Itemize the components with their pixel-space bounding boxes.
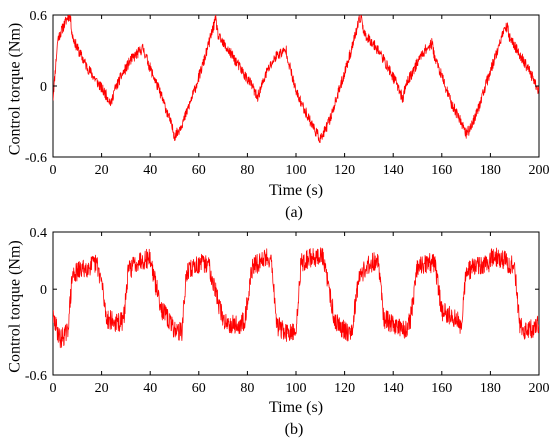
y-axis-label: Control torque (Nm) <box>7 240 24 372</box>
x-tick-label: 0 <box>50 381 57 396</box>
y-tick-label: 0 <box>40 283 47 298</box>
x-tick-label: 160 <box>431 163 452 178</box>
subplot-caption: (a) <box>285 204 303 221</box>
x-tick-label: 20 <box>95 163 109 178</box>
x-tick-label: 100 <box>286 163 307 178</box>
subplot-a: 0 20 40 60 80 100 120 140 160 180 200-0.600.6 Time… <box>7 9 550 221</box>
x-tick-label: 180 <box>480 381 501 396</box>
x-tick-label: 160 <box>431 381 452 396</box>
y-tick-label: 0.6 <box>30 9 48 24</box>
x-tick-label: 0 <box>50 163 57 178</box>
x-tick-label: 140 <box>383 163 404 178</box>
y-tick-label: -0.6 <box>25 151 47 166</box>
subplot-caption: (b) <box>285 421 304 438</box>
x-tick-label: 180 <box>480 163 501 178</box>
x-tick-label: 120 <box>334 163 355 178</box>
series-line <box>53 15 539 144</box>
x-tick-label: 40 <box>143 163 157 178</box>
plot-frame <box>52 231 540 376</box>
series-line <box>53 247 539 349</box>
x-tick-label: 40 <box>143 381 157 396</box>
x-tick-label: 100 <box>286 381 307 396</box>
x-tick-label: 60 <box>192 381 206 396</box>
x-axis-label: Time (s) <box>269 399 323 416</box>
x-tick-label: 140 <box>383 381 404 396</box>
x-tick-label: 120 <box>334 381 355 396</box>
x-tick-label: 200 <box>529 163 550 178</box>
x-tick-label: 20 <box>95 381 109 396</box>
x-tick-label: 80 <box>240 381 254 396</box>
x-tick-label: 80 <box>240 163 254 178</box>
y-tick-label: -0.6 <box>25 369 47 384</box>
x-tick-label: 200 <box>529 381 550 396</box>
subplot-b: 0 20 40 60 80 100 120 140 160 180 200-0.600.4 Time… <box>7 226 550 438</box>
plot-area: 0 20 40 60 80 100 120 140 160 180 200-0.600.4 <box>25 226 550 396</box>
y-tick-label: 0.4 <box>30 226 48 241</box>
y-axis-label: Control torque (Nm) <box>7 23 24 155</box>
plot-area: 0 20 40 60 80 100 120 140 160 180 200-0.600.6 <box>25 9 550 178</box>
y-tick-label: 0 <box>40 80 47 95</box>
x-tick-label: 60 <box>192 163 206 178</box>
x-axis-label: Time (s) <box>269 182 323 199</box>
